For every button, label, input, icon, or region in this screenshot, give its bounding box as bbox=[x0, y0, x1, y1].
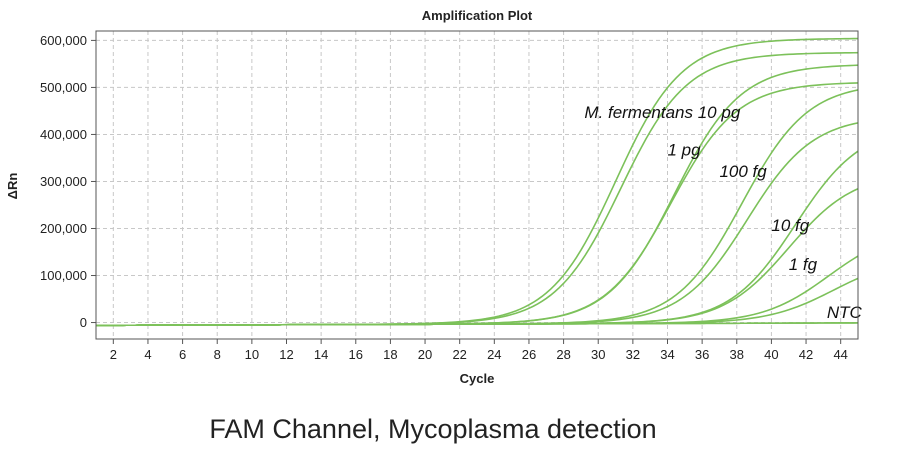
series-annotation: M. fermentans 10 pg bbox=[584, 103, 740, 122]
x-tick-label: 32 bbox=[626, 347, 640, 362]
x-tick-label: 20 bbox=[418, 347, 432, 362]
x-tick-label: 2 bbox=[110, 347, 117, 362]
y-tick-label: 300,000 bbox=[40, 174, 87, 189]
y-tick-label: 0 bbox=[80, 315, 87, 330]
figure-caption: FAM Channel, Mycoplasma detection bbox=[209, 414, 656, 444]
chart-title: Amplification Plot bbox=[422, 8, 533, 23]
series-line bbox=[95, 255, 859, 327]
x-tick-label: 16 bbox=[349, 347, 363, 362]
series-lines bbox=[95, 37, 859, 327]
plot-frame bbox=[95, 30, 859, 340]
series-annotation: 10 fg bbox=[771, 216, 809, 235]
y-tick-label: 400,000 bbox=[40, 127, 87, 142]
series-line bbox=[95, 64, 859, 327]
x-tick-label: 14 bbox=[314, 347, 328, 362]
x-tick-label: 6 bbox=[179, 347, 186, 362]
series-line bbox=[95, 277, 859, 327]
x-tick-label: 8 bbox=[214, 347, 221, 362]
x-tick-label: 42 bbox=[799, 347, 813, 362]
x-tick-label: 40 bbox=[764, 347, 778, 362]
x-tick-label: 12 bbox=[279, 347, 293, 362]
y-tick-label: 100,000 bbox=[40, 268, 87, 283]
x-axis-ticks: 2 4 6 8 10 12 14 16 18 20 22 24 26 28 30 32 34 36 38 40 42 44 bbox=[110, 339, 848, 362]
x-tick-label: 44 bbox=[833, 347, 847, 362]
series-annotation: 1 pg bbox=[668, 141, 702, 160]
x-tick-label: 34 bbox=[660, 347, 674, 362]
series-line bbox=[95, 188, 859, 327]
x-tick-label: 4 bbox=[144, 347, 151, 362]
series-line bbox=[95, 122, 859, 327]
y-tick-label: 200,000 bbox=[40, 221, 87, 236]
x-tick-label: 18 bbox=[383, 347, 397, 362]
series-annotation: 1 fg bbox=[789, 255, 818, 274]
series-annotation: 100 fg bbox=[719, 162, 767, 181]
y-tick-label: 600,000 bbox=[40, 33, 87, 48]
annotations: M. fermentans 10 pg 1 pg 100 fg 10 fg 1 fg NT… bbox=[584, 103, 862, 322]
x-tick-label: 30 bbox=[591, 347, 605, 362]
x-tick-label: 10 bbox=[245, 347, 259, 362]
series-annotation: NTC bbox=[827, 303, 863, 322]
x-axis-label: Cycle bbox=[460, 371, 495, 386]
y-tick-label: 500,000 bbox=[40, 80, 87, 95]
y-axis-ticks: 0 100,000 200,000 300,000 400,000 500,000 600,… bbox=[40, 33, 96, 330]
series-line bbox=[95, 322, 859, 327]
x-tick-label: 26 bbox=[522, 347, 536, 362]
x-tick-label: 24 bbox=[487, 347, 501, 362]
x-tick-label: 28 bbox=[556, 347, 570, 362]
x-tick-label: 22 bbox=[452, 347, 466, 362]
x-tick-label: 36 bbox=[695, 347, 709, 362]
y-axis-label: ΔRn bbox=[5, 173, 20, 200]
grid bbox=[96, 31, 858, 339]
x-tick-label: 38 bbox=[730, 347, 744, 362]
